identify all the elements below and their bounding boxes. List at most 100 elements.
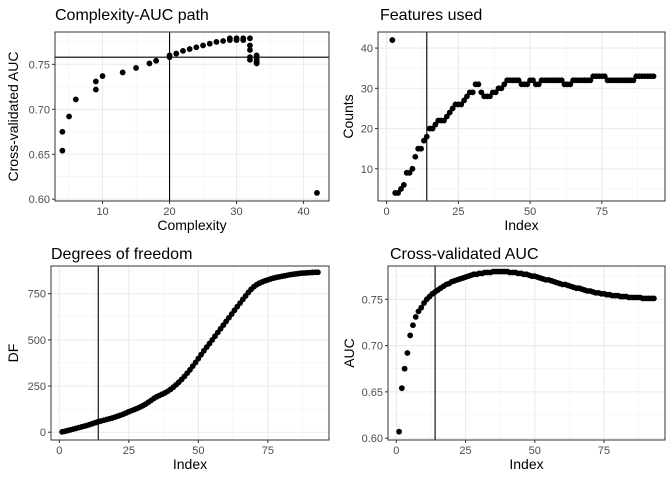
x-tick-label: 10 [96,206,108,218]
x-tick-label: 25 [452,206,464,218]
y-tick-label: 0.75 [362,294,383,306]
panel-border [387,265,666,441]
y-tick-label: 40 [361,43,373,55]
data-point [92,78,99,85]
data-point [429,125,436,132]
data-point [401,365,408,372]
data-point [180,47,186,54]
y-tick-label: 20 [361,124,373,136]
x-tick-label: 25 [123,445,135,457]
data-point [418,145,424,152]
x-tick-label: 50 [524,206,536,218]
data-point [650,73,657,80]
data-point [92,86,99,93]
data-point [396,428,402,435]
data-point [314,190,320,196]
data-point [220,38,227,44]
plot-layer: 0 25 50 75 0.60 0.65 0.70 0.75 [362,265,666,457]
data-point [492,89,499,96]
y-axis-title: Cross-validated AUC [5,52,21,182]
x-axis-title: Index [173,456,207,472]
data-point [133,65,139,71]
y-tick-label: 10 [361,164,373,176]
data-point [443,113,450,120]
data-point [446,109,453,116]
y-axis-title: Counts [340,94,356,138]
x-tick-label: 75 [262,445,274,457]
x-tick-label: 75 [598,445,610,457]
data-point [412,153,419,160]
data-point [464,93,470,100]
y-axis-title: AUC [341,338,357,368]
data-point [193,44,200,51]
panel-features-used: 0 25 50 75 10 20 30 40 Features used Index Coun… [340,7,666,233]
x-tick-label: 0 [384,206,390,218]
data-point [651,295,657,302]
y-tick-label: 0.60 [29,194,50,206]
panel-border [377,31,666,202]
data-point [449,105,456,112]
x-tick-label: 75 [596,206,608,218]
data-point [395,190,401,196]
data-point [432,121,439,128]
x-tick-label: 0 [393,445,399,457]
data-point [226,35,233,42]
data-point [398,186,404,192]
data-point [59,128,66,135]
plot-background [378,32,665,201]
x-tick-label: 25 [459,445,471,457]
data-point [404,350,411,356]
data-point [407,332,414,339]
data-point [423,133,430,140]
data-point [247,35,253,42]
data-point [213,38,220,45]
data-point [66,113,72,120]
x-axis-title: Index [509,456,543,472]
data-point [630,77,637,84]
x-tick-label: 40 [297,206,309,218]
y-axis-title: DF [5,344,21,363]
panel-cross-validated-auc: 0 25 50 75 0.60 0.65 0.70 0.75 Cross-validated … [341,246,666,472]
data-point [389,37,396,43]
data-point [515,77,522,84]
data-point [412,314,419,320]
y-tick-label: 0 [40,427,46,439]
data-point [441,117,447,124]
data-point [498,85,505,92]
panel-border [54,31,330,202]
panel-title: Features used [380,7,482,24]
data-point [587,77,594,84]
data-point [535,81,542,88]
plot-background [55,32,329,201]
x-tick-label: 50 [192,445,204,457]
data-point [400,182,407,188]
y-tick-label: 30 [361,83,373,95]
data-point [247,56,253,63]
data-point [72,96,79,103]
y-tick-label: 0.70 [362,341,383,353]
x-tick-label: 0 [56,445,62,457]
data-point [601,73,608,80]
data-point [478,89,485,96]
data-point [119,69,126,76]
data-point [410,322,416,329]
data-point [153,57,160,64]
panel-title: Cross-validated AUC [390,246,539,263]
panel-complexity-auc-path: 10 20 30 40 0.60 0.65 0.70 0.75 Complexity-AUC … [5,7,330,233]
data-point [247,47,253,53]
data-point [240,35,247,42]
data-point [186,46,193,52]
x-tick-label: 30 [230,206,242,218]
data-point [146,60,153,67]
data-point [530,77,536,84]
x-tick-label: 50 [529,445,541,457]
data-point [247,42,253,49]
data-point [233,35,240,42]
data-point [524,81,531,88]
panel-title: Complexity-AUC path [55,7,209,24]
data-point [501,81,508,88]
data-point [475,81,482,88]
data-point [99,73,106,79]
data-point [173,50,180,57]
